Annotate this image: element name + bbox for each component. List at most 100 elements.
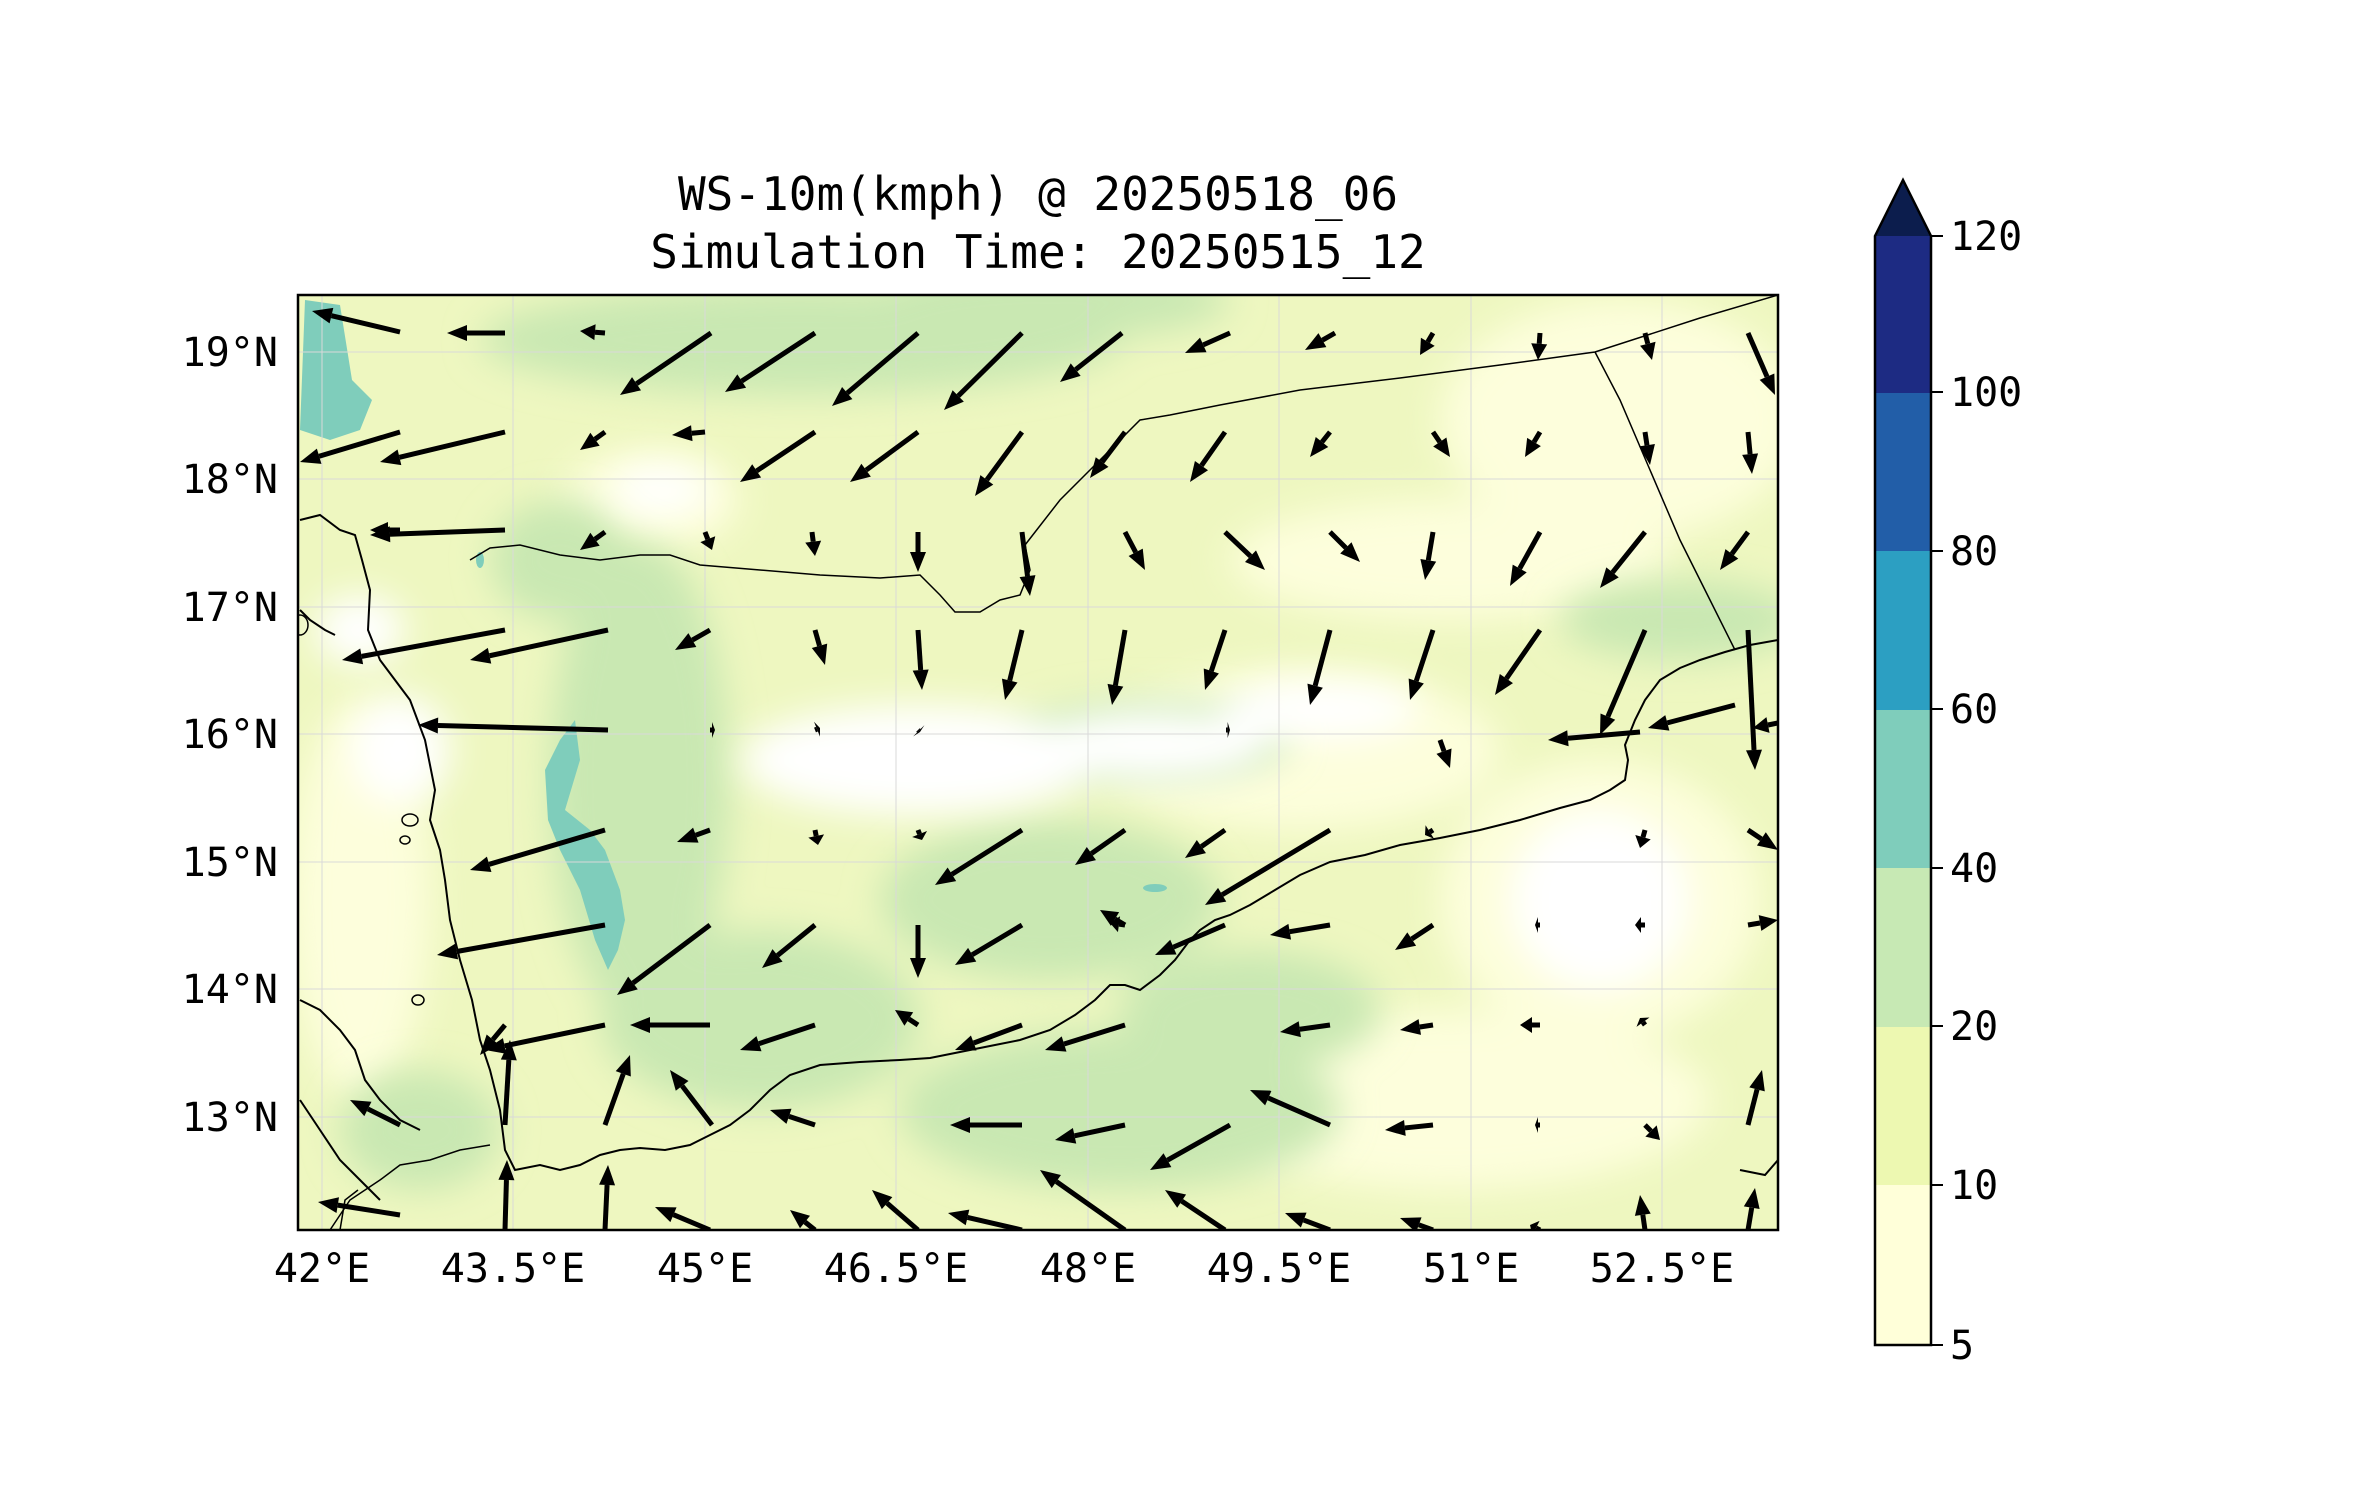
wind-arrow: [580, 529, 607, 550]
wind-arrow: [1190, 430, 1228, 482]
wind-arrow: [1001, 629, 1025, 700]
wind-arrow: [1328, 530, 1360, 562]
wind-arrow: [1307, 629, 1333, 705]
wind-arrow: [630, 1017, 710, 1033]
wind-arrow: [602, 1055, 631, 1126]
wind-arrow: [470, 627, 609, 664]
wind-arrow: [1420, 531, 1437, 580]
wind-arrow: [1107, 629, 1128, 705]
wind-arrow: [580, 429, 607, 450]
wind-arrow: [1250, 1090, 1332, 1128]
y-tick-label: 13°N: [182, 1095, 278, 1141]
y-tick-label: 16°N: [182, 712, 278, 758]
wind-arrow: [437, 922, 606, 960]
wind-vectors: [300, 307, 1778, 1230]
wind-arrow: [1753, 717, 1778, 733]
y-tick-label: 18°N: [182, 457, 278, 503]
wind-arrow: [811, 629, 828, 665]
wind-arrow: [910, 925, 926, 978]
colorbar: 5 10 20 40 60 80 100 120: [1873, 177, 2022, 1369]
wind-arrow: [1223, 530, 1265, 570]
wind-arrow: [762, 923, 817, 968]
map-subtitle: Simulation Time: 20250515_12: [650, 225, 1425, 279]
wind-arrow: [599, 1165, 616, 1230]
wind-arrow: [1600, 629, 1648, 735]
colorbar-tick-label: 100: [1950, 370, 2022, 416]
colorbar-segment: [1875, 1185, 1931, 1345]
colorbar-tick-label: 10: [1950, 1163, 1998, 1209]
wind-arrow: [1745, 1070, 1765, 1126]
y-axis: 19°N 18°N 17°N 16°N 15°N 14°N 13°N: [182, 330, 278, 1141]
wind-arrow: [710, 722, 715, 738]
wind-arrow: [300, 429, 401, 464]
map-frame: [296, 293, 1780, 1232]
wind-arrow: [1746, 827, 1778, 850]
wind-arrow: [1525, 430, 1543, 457]
wind-arrow: [700, 531, 716, 550]
colorbar-segment: [1875, 551, 1931, 710]
country-borders: [329, 295, 1778, 1230]
wind-arrow: [1019, 531, 1036, 596]
colorbar-tick-label: 120: [1950, 214, 2022, 260]
colorbar-tick-label: 80: [1950, 529, 1998, 575]
x-tick-label: 46.5°E: [824, 1246, 969, 1292]
wind-arrow: [1635, 917, 1645, 933]
x-tick-label: 51°E: [1423, 1246, 1519, 1292]
wind-arrow: [1643, 1123, 1660, 1140]
wind-arrow: [480, 1023, 507, 1055]
wind-arrow: [1226, 722, 1230, 738]
wind-arrow: [1420, 331, 1436, 355]
colorbar-segment: [1875, 868, 1931, 1027]
wind-arrow: [1720, 530, 1751, 570]
wind-arrow: [1742, 431, 1759, 474]
wind-arrow: [1203, 629, 1228, 690]
wind-arrow: [620, 330, 713, 395]
wind-arrow: [1305, 330, 1337, 350]
x-tick-label: 42°E: [274, 1246, 370, 1292]
wind-arrow: [913, 725, 925, 737]
x-tick-label: 48°E: [1040, 1246, 1136, 1292]
wind-arrow: [485, 1022, 606, 1054]
wind-arrow: [1075, 827, 1127, 865]
wind-arrow: [655, 1207, 711, 1230]
wind-arrow: [740, 429, 817, 482]
colorbar-segment: [1875, 709, 1931, 868]
wind-arrow: [312, 307, 401, 335]
wind-arrow: [380, 429, 506, 466]
calm-regions: [315, 465, 1690, 990]
wind-arrow: [1205, 827, 1332, 905]
wind-arrow: [1185, 827, 1227, 858]
colorbar-segment: [1875, 392, 1931, 551]
wind-arrow: [370, 526, 506, 543]
wind-arrow: [948, 1209, 1023, 1230]
wind-arrow: [500, 1040, 517, 1126]
map-title: WS-10m(kmph) @ 20250518_06: [678, 167, 1398, 221]
wind-arrow: [850, 429, 920, 482]
wind-arrow: [740, 1022, 816, 1052]
wind-arrow: [672, 425, 706, 442]
wind-arrow: [1090, 430, 1127, 478]
wind-arrow: [912, 829, 928, 840]
colorbar-tick-label: 60: [1950, 687, 1998, 733]
wind-arrow: [677, 827, 711, 843]
wind-arrow: [805, 531, 822, 556]
wind-arrow: [1385, 1119, 1434, 1136]
wind-arrow: [1425, 825, 1435, 839]
wind-arrow: [955, 922, 1024, 965]
colorbar-tick-label: 40: [1950, 846, 1998, 892]
wind-arrow: [832, 331, 920, 406]
wind-arrow: [1634, 1195, 1651, 1230]
y-tick-label: 19°N: [182, 330, 278, 376]
wind-arrow: [1110, 916, 1126, 933]
wind-arrow: [814, 721, 820, 737]
wind-arrow: [1745, 629, 1762, 770]
wind-arrow: [498, 1160, 515, 1230]
x-tick-label: 43.5°E: [441, 1246, 586, 1292]
high-speed-regions: [300, 300, 1167, 970]
wind-arrow: [1150, 1122, 1232, 1170]
wind-arrow: [1310, 430, 1332, 457]
y-tick-label: 14°N: [182, 967, 278, 1013]
wind-arrow: [872, 1190, 920, 1230]
wind-arrow: [808, 829, 825, 845]
